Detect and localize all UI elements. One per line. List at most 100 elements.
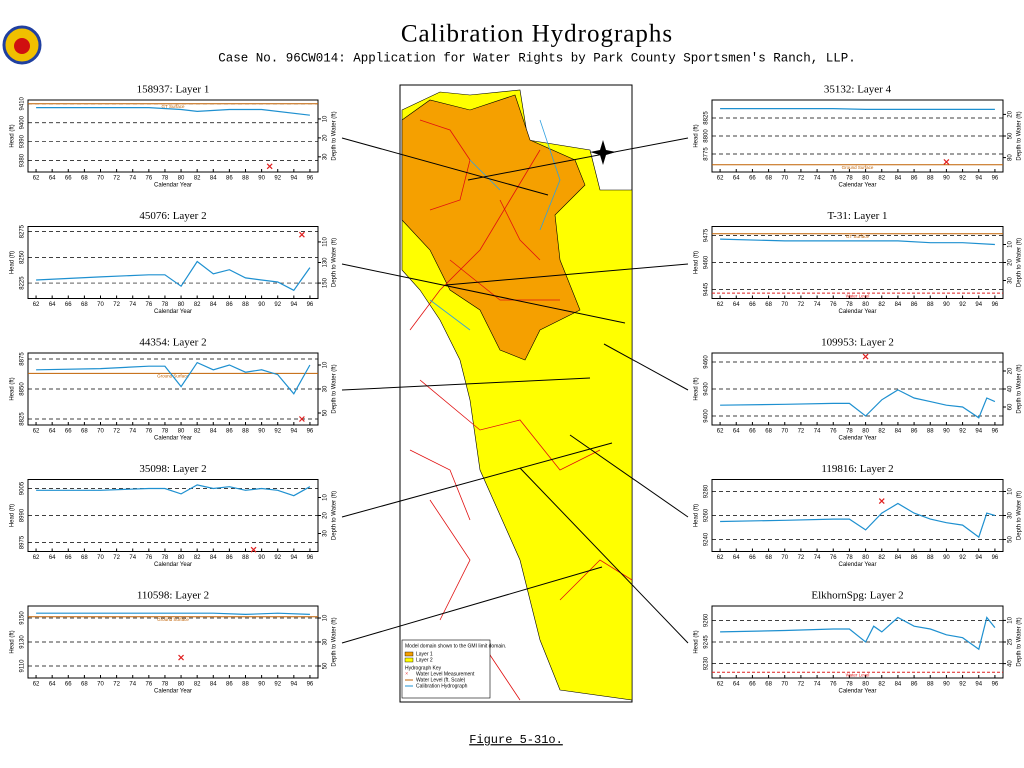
- x-tick-label: 70: [781, 555, 788, 561]
- x-tick-label: 70: [781, 176, 788, 182]
- y-tick-label: 9260: [704, 508, 710, 522]
- chart-title: ElkhornSpg: Layer 2: [811, 590, 903, 602]
- y2-tick-label: 10: [323, 115, 329, 122]
- y2-axis-label: Depth to Water (ft): [332, 238, 338, 287]
- x-tick-label: 70: [781, 682, 788, 688]
- x-tick-label: 84: [210, 682, 217, 688]
- hydrograph-line: [720, 389, 996, 419]
- measurement: [298, 231, 305, 238]
- x-tick-label: 88: [927, 682, 934, 688]
- x-tick-label: 88: [242, 555, 249, 561]
- x-tick-label: 80: [178, 429, 185, 435]
- x-tick-label: 88: [242, 682, 249, 688]
- hydrograph-line: [36, 107, 310, 116]
- x-tick-label: 74: [814, 302, 821, 308]
- chart-title: 44354: Layer 2: [139, 337, 206, 349]
- x-tick-label: 92: [959, 429, 966, 435]
- x-tick-label: 66: [65, 176, 72, 182]
- measurement: [250, 546, 257, 553]
- y2-tick-label: 20: [1008, 110, 1014, 117]
- x-tick-label: 64: [49, 176, 56, 182]
- y-tick-label: 9430: [704, 382, 710, 396]
- x-tick-label: 66: [65, 302, 72, 308]
- reference-label: Ground Surface: [842, 165, 874, 170]
- y-tick-label: 8225: [20, 276, 26, 290]
- x-tick-label: 68: [765, 555, 772, 561]
- y2-axis-label: Depth to Water (ft): [332, 491, 338, 540]
- y-tick-label: 9245: [704, 635, 710, 649]
- y2-tick-label: 30: [1008, 277, 1014, 284]
- x-tick-label: 66: [749, 555, 756, 561]
- y-tick-label: 8800: [704, 129, 710, 143]
- x-tick-label: 62: [33, 302, 40, 308]
- y2-axis-label: Depth to Water (ft): [332, 111, 338, 160]
- x-tick-label: 78: [162, 555, 169, 561]
- x-tick-label: 72: [113, 302, 120, 308]
- x-tick-label: 74: [814, 429, 821, 435]
- x-tick-label: 82: [194, 682, 201, 688]
- y2-tick-label: 30: [323, 385, 329, 392]
- x-tick-label: 86: [911, 176, 918, 182]
- hydrograph: 158937: Layer 1 9380 9390 9400 9410 10 20 30 62 6…: [10, 84, 338, 189]
- chart-title: 35132: Layer 4: [824, 84, 892, 96]
- hydrograph-line: [36, 484, 311, 497]
- x-tick-label: 72: [798, 682, 805, 688]
- y-axis-label: Head (ft): [694, 251, 700, 274]
- x-tick-label: 88: [242, 302, 249, 308]
- leader-lines: [341, 137, 689, 644]
- x-tick-label: 92: [274, 555, 281, 561]
- x-tick-label: 80: [862, 682, 869, 688]
- x-axis-label: Calendar Year: [154, 309, 192, 315]
- x-tick-label: 86: [911, 429, 918, 435]
- x-axis-label: Calendar Year: [838, 689, 876, 695]
- x-tick-label: 84: [210, 302, 217, 308]
- y-tick-label: 9110: [20, 659, 26, 673]
- x-tick-label: 86: [226, 176, 233, 182]
- x-tick-label: 62: [717, 682, 724, 688]
- x-tick-label: 76: [145, 302, 152, 308]
- x-tick-label: 92: [959, 302, 966, 308]
- y-tick-label: 9280: [704, 484, 710, 498]
- x-tick-label: 78: [846, 429, 853, 435]
- x-tick-label: 82: [878, 555, 885, 561]
- y-axis-label: Head (ft): [10, 504, 16, 527]
- x-tick-label: 76: [145, 682, 152, 688]
- y2-tick-label: 130: [323, 257, 329, 268]
- y-tick-label: 8825: [20, 412, 26, 426]
- y2-tick-label: 30: [323, 153, 329, 160]
- y2-axis-label: Depth to Water (ft): [1017, 491, 1023, 540]
- y2-tick-label: 80: [1008, 154, 1014, 161]
- x-tick-label: 90: [258, 429, 265, 435]
- y-tick-label: 8250: [20, 250, 26, 264]
- x-tick-label: 66: [749, 429, 756, 435]
- y-tick-label: 9475: [704, 228, 710, 242]
- y-tick-label: 8990: [20, 508, 26, 522]
- y2-tick-label: 110: [323, 236, 329, 246]
- x-tick-label: 88: [927, 429, 934, 435]
- x-tick-label: 66: [749, 176, 756, 182]
- hydrograph-line: [720, 238, 995, 246]
- x-tick-label: 64: [49, 555, 56, 561]
- x-tick-label: 82: [878, 302, 885, 308]
- x-axis-label: Calendar Year: [154, 562, 192, 568]
- x-tick-label: 84: [210, 555, 217, 561]
- y2-axis-label: Depth to Water (ft): [332, 617, 338, 666]
- title: Calibration Hydrographs: [401, 21, 673, 48]
- hydrograph: 35132: Layer 4 8775 8800 8825 20 50 80 62 64 66 68…: [694, 84, 1023, 189]
- y-tick-label: 9460: [704, 355, 710, 369]
- y-tick-label: 9400: [20, 115, 26, 129]
- x-tick-label: 96: [307, 302, 314, 308]
- x-tick-label: 64: [733, 429, 740, 435]
- x-tick-label: 70: [97, 176, 104, 182]
- x-tick-label: 68: [81, 429, 88, 435]
- plot-frame: [27, 99, 319, 173]
- x-tick-label: 82: [878, 429, 885, 435]
- y-tick-label: 9260: [704, 613, 710, 627]
- legend-swatch: [404, 651, 414, 657]
- x-tick-label: 68: [81, 302, 88, 308]
- x-tick-label: 72: [798, 429, 805, 435]
- x-axis-label: Calendar Year: [154, 436, 192, 442]
- chart-title: 109953: Layer 2: [821, 337, 894, 349]
- x-tick-label: 96: [992, 302, 999, 308]
